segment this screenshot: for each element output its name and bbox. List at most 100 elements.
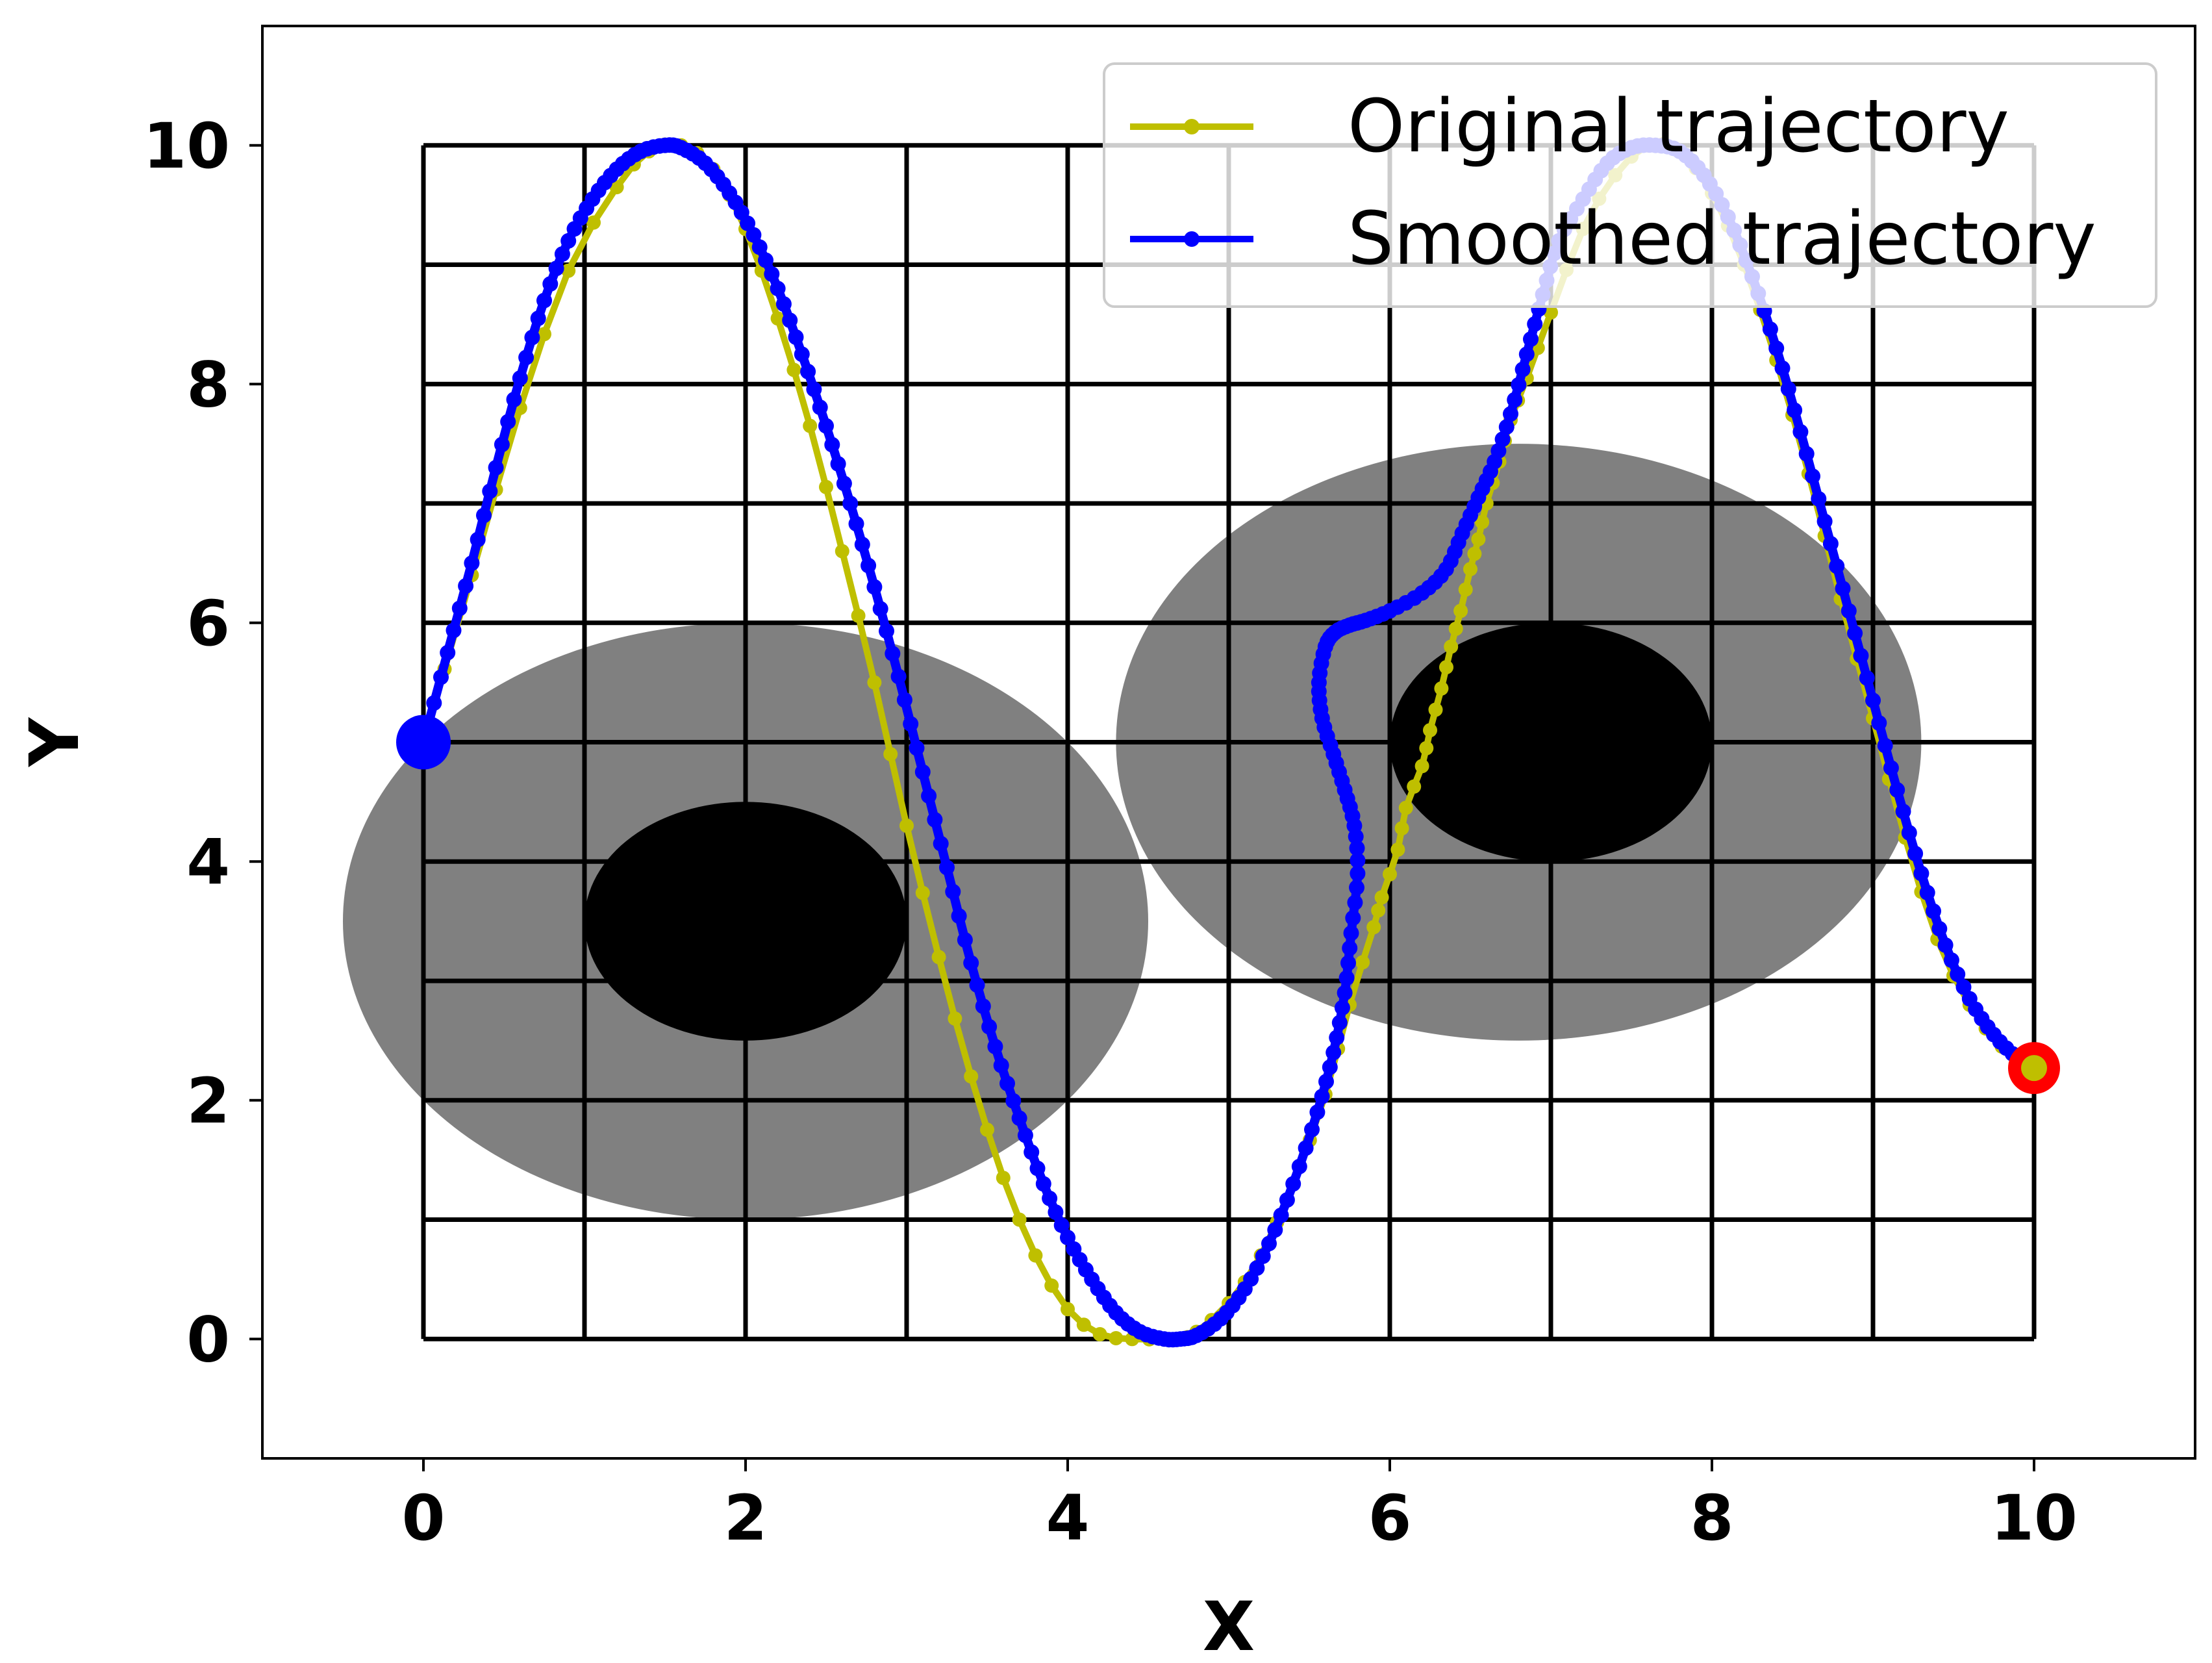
- data-point-original: [980, 1123, 994, 1137]
- data-point-smoothed: [1511, 377, 1527, 393]
- data-point-smoothed: [1859, 670, 1875, 686]
- data-point-original: [786, 362, 801, 377]
- data-point-smoothed: [824, 437, 840, 453]
- data-point-smoothed: [993, 1058, 1009, 1074]
- data-point-smoothed: [1805, 468, 1820, 485]
- x-tick-label: 0: [402, 1482, 446, 1555]
- data-point-smoothed: [1350, 865, 1366, 882]
- data-point-smoothed: [890, 668, 907, 685]
- data-point-smoothed: [476, 507, 492, 524]
- data-point-smoothed: [1318, 1074, 1334, 1089]
- data-point-smoothed: [1298, 1140, 1314, 1156]
- data-point-original: [1475, 514, 1490, 529]
- data-point-original: [1092, 1327, 1107, 1341]
- data-point-original: [1366, 920, 1381, 935]
- data-point-smoothed: [842, 496, 859, 511]
- data-point-original: [1394, 821, 1409, 836]
- data-point-original: [1061, 1302, 1075, 1317]
- data-point-smoothed: [951, 908, 967, 924]
- data-point-smoothed: [1895, 804, 1911, 820]
- data-point-original: [1414, 759, 1429, 774]
- data-point-original: [931, 950, 946, 965]
- data-point-original: [1434, 681, 1449, 696]
- data-point-smoothed: [830, 456, 846, 472]
- data-point-smoothed: [939, 859, 955, 876]
- data-point-smoothed: [1523, 331, 1539, 348]
- data-point-smoothed: [1347, 895, 1363, 911]
- data-point-original: [1544, 305, 1558, 320]
- data-point-smoothed: [440, 644, 456, 661]
- legend-marker-original: [1184, 119, 1200, 134]
- data-point-smoothed: [488, 459, 504, 476]
- data-point-smoothed: [1261, 1236, 1277, 1252]
- data-point-original: [899, 819, 914, 833]
- data-point-smoothed: [848, 516, 864, 532]
- start-goal-markers: [396, 715, 2060, 1095]
- data-point-smoothed: [500, 414, 516, 430]
- data-point-smoothed: [969, 977, 985, 993]
- data-point-smoothed: [758, 252, 773, 268]
- data-point-original: [609, 180, 624, 195]
- data-point-original: [770, 311, 785, 326]
- data-point-smoothed: [987, 1039, 1003, 1055]
- data-point-smoothed: [1907, 846, 1924, 861]
- goal-marker-inner: [2021, 1055, 2047, 1082]
- data-point-original: [1467, 546, 1482, 561]
- y-tick-label: 8: [186, 348, 230, 421]
- data-point-original: [1423, 723, 1437, 738]
- data-point-original: [1407, 779, 1422, 794]
- data-point-smoothed: [1029, 1160, 1046, 1176]
- y-tick-label: 0: [186, 1303, 230, 1376]
- data-point-smoothed: [746, 227, 762, 243]
- data-point-original: [1390, 842, 1405, 857]
- data-point-original: [1463, 562, 1477, 577]
- data-point-smoothed: [775, 296, 792, 312]
- data-point-smoothed: [909, 740, 925, 756]
- data-point-smoothed: [1889, 782, 1905, 798]
- data-point-smoothed: [770, 281, 786, 297]
- data-point-smoothed: [836, 476, 852, 492]
- data-point-smoothed: [1498, 419, 1514, 435]
- data-point-smoothed: [1314, 1088, 1330, 1104]
- data-point-smoothed: [896, 692, 912, 708]
- data-point-original: [1355, 955, 1370, 970]
- data-point-smoothed: [1267, 1222, 1283, 1238]
- data-point-smoothed: [1877, 737, 1893, 754]
- data-point-original: [537, 327, 551, 342]
- data-point-smoothed: [927, 811, 943, 828]
- data-point-smoothed: [1042, 1190, 1058, 1206]
- data-point-smoothed: [1503, 406, 1518, 422]
- data-point-smoothed: [740, 215, 756, 231]
- data-point-smoothed: [446, 622, 462, 639]
- data-point-smoothed: [1060, 1230, 1075, 1246]
- data-point-original: [1076, 1317, 1091, 1332]
- data-point-smoothed: [1494, 431, 1511, 448]
- data-point-smoothed: [1053, 1217, 1070, 1234]
- data-point-original: [1012, 1212, 1027, 1227]
- data-point-smoothed: [1871, 715, 1887, 731]
- legend-marker-smoothed: [1184, 231, 1200, 247]
- data-point-original: [964, 1069, 979, 1084]
- data-point-smoothed: [1926, 903, 1941, 919]
- data-point-smoothed: [518, 349, 534, 366]
- data-point-smoothed: [1798, 446, 1815, 462]
- data-point-smoothed: [885, 646, 901, 662]
- data-point-smoothed: [945, 883, 961, 900]
- data-point-original: [851, 608, 866, 623]
- data-point-original: [1374, 890, 1389, 905]
- data-point-original: [1044, 1278, 1059, 1293]
- data-point-smoothed: [426, 695, 442, 711]
- data-point-smoothed: [1273, 1207, 1289, 1223]
- data-point-smoothed: [1309, 1104, 1326, 1121]
- data-point-smoothed: [818, 418, 834, 434]
- data-point-smoothed: [548, 260, 564, 277]
- y-tick-label: 10: [143, 110, 230, 183]
- data-point-smoothed: [764, 266, 780, 282]
- data-point-smoothed: [560, 233, 577, 249]
- data-point-smoothed: [530, 311, 546, 327]
- data-point-smoothed: [542, 276, 559, 292]
- data-point-original: [561, 263, 576, 278]
- data-point-smoothed: [1337, 985, 1353, 1001]
- axis-ticks: 0 2 4 6 8 10 0 2 4 6 8 10: [143, 110, 2077, 1555]
